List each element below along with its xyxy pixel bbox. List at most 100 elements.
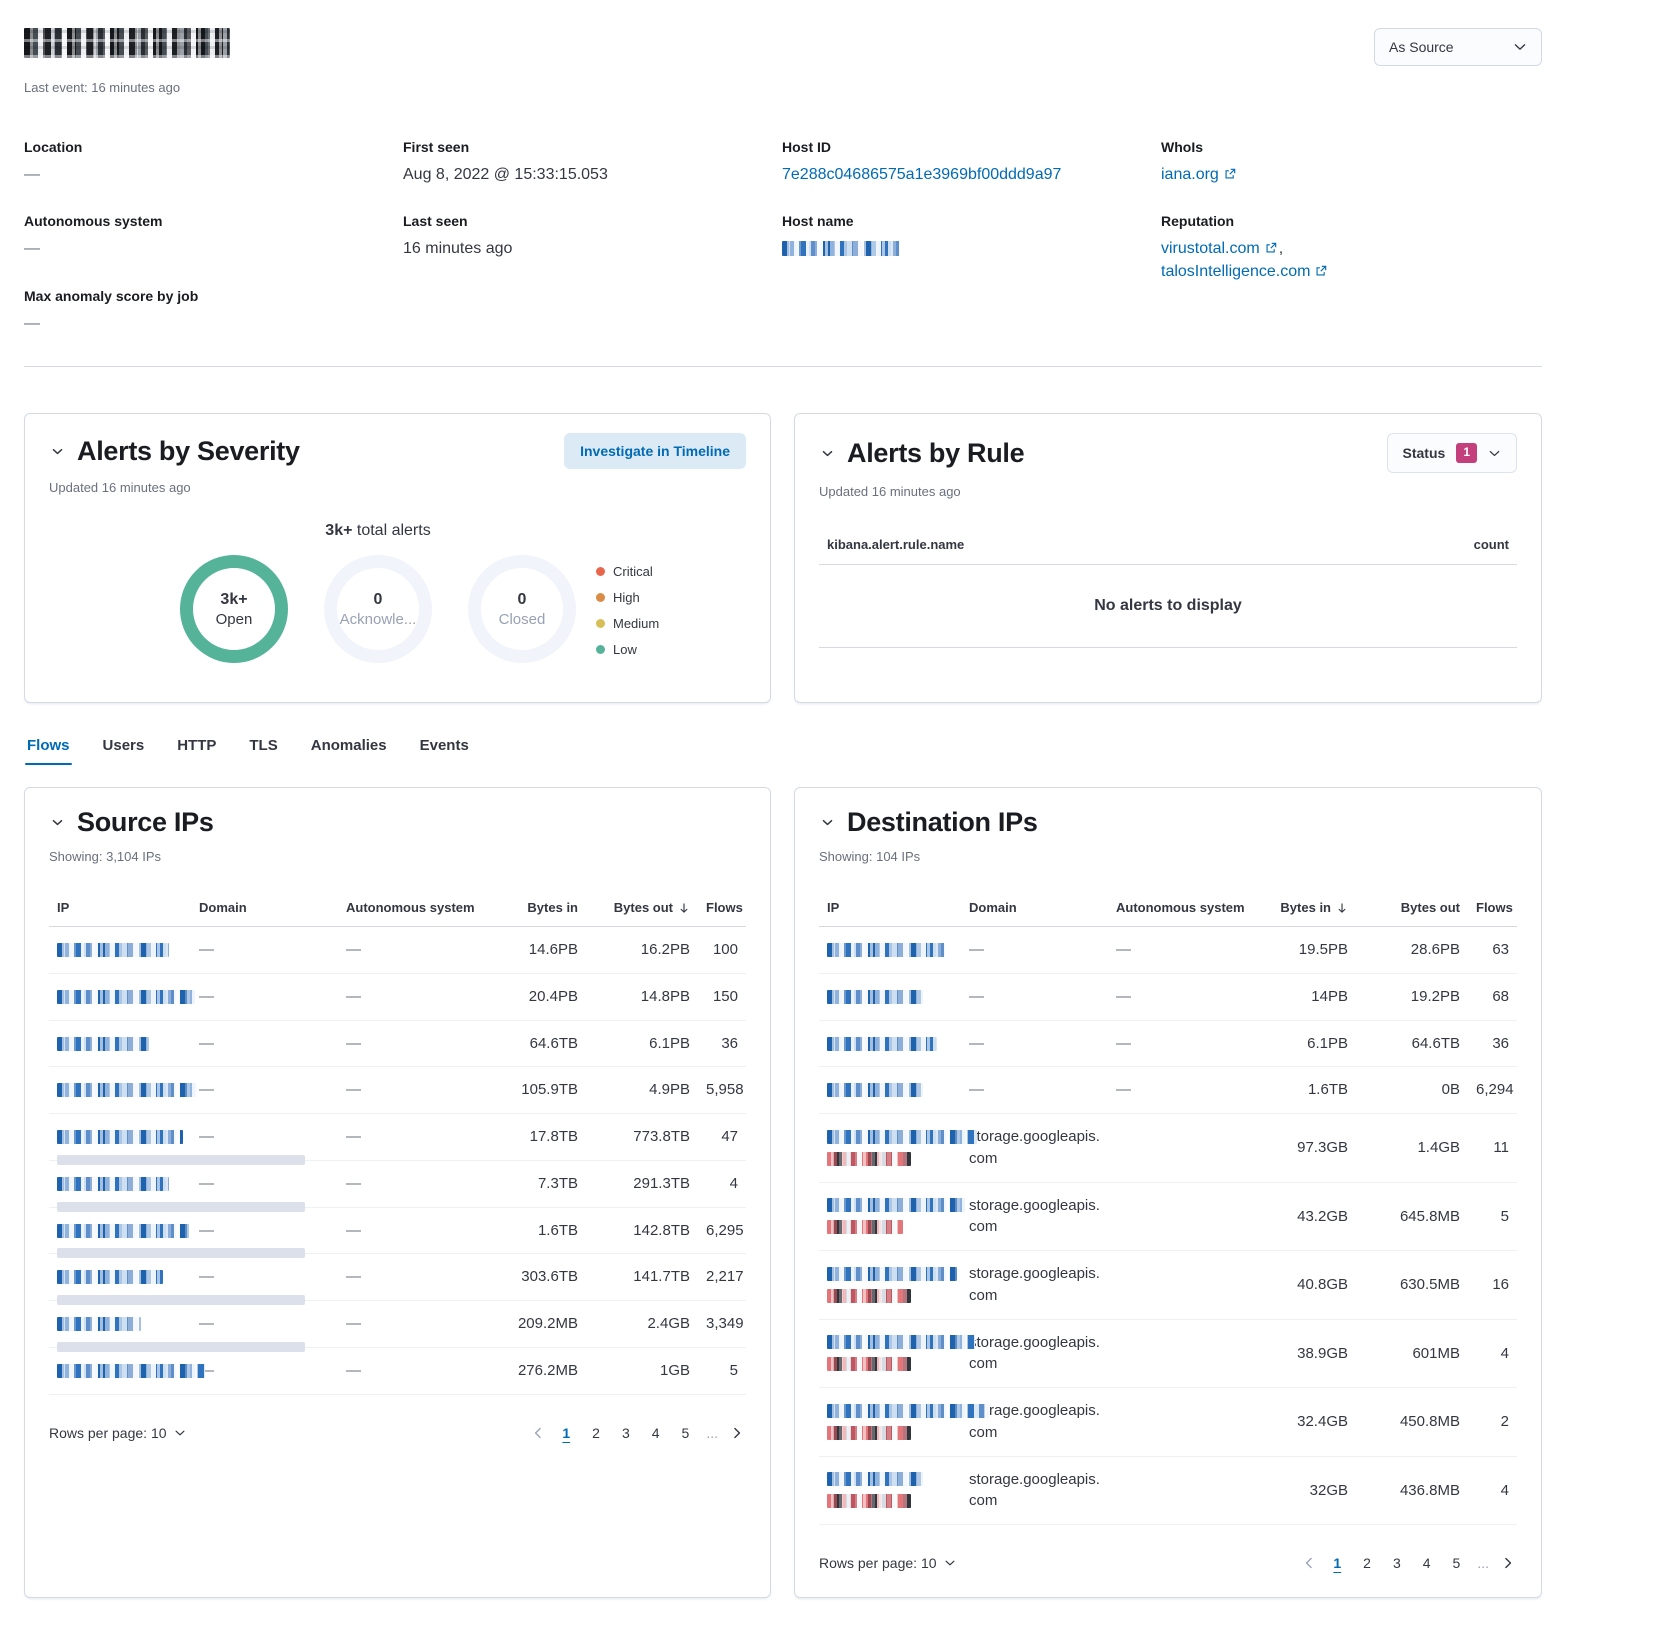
rows-per-page-button[interactable]: Rows per page: 10 — [819, 1555, 956, 1571]
collapse-toggle-icon[interactable] — [819, 814, 836, 831]
autonomous-system-cell — [1108, 1113, 1266, 1183]
host-id-link[interactable]: 7e288c04686575a1e3969bf00ddd9a97 — [782, 166, 1062, 183]
previous-page-button[interactable] — [529, 1424, 547, 1442]
page-button-2[interactable]: 2 — [1356, 1553, 1378, 1573]
column-header-autonomous-system[interactable]: Autonomous system — [338, 892, 496, 928]
chevron-down-icon — [175, 1430, 185, 1436]
rule-name-column-header[interactable]: kibana.alert.rule.name — [827, 537, 965, 553]
flows-cell: 63 — [1468, 926, 1517, 974]
tab-anomalies[interactable]: Anomalies — [309, 735, 389, 765]
table-row: — —1.6TB 0B 6,294 — [819, 1066, 1517, 1115]
autonomous-system-cell: — — [1108, 926, 1266, 974]
bytes-in-cell: 14PB — [1266, 973, 1356, 1021]
page-button-3[interactable]: 3 — [615, 1423, 637, 1443]
direction-select[interactable]: As Source — [1374, 28, 1542, 66]
page-button-4[interactable]: 4 — [1416, 1553, 1438, 1573]
table-row: — —17.8TB 773.8TB 47 — [49, 1113, 746, 1165]
column-header-ip[interactable]: IP — [819, 892, 961, 928]
tab-tls[interactable]: TLS — [247, 735, 279, 765]
reputation-link-virustotal[interactable]: virustotal.com — [1161, 240, 1277, 257]
autonomous-system-cell: — — [338, 926, 496, 974]
page-button-3[interactable]: 3 — [1386, 1553, 1408, 1573]
domain-cell: storage.googleapis.com — [961, 1319, 1108, 1389]
previous-page-button[interactable] — [1300, 1554, 1318, 1572]
rows-per-page-button[interactable]: Rows per page: 10 — [49, 1425, 186, 1441]
last-seen-value: 16 minutes ago — [403, 240, 513, 258]
whois-link[interactable]: iana.org — [1161, 166, 1236, 183]
page-button-2[interactable]: 2 — [585, 1423, 607, 1443]
external-link-icon — [1225, 168, 1236, 179]
section-divider — [24, 366, 1542, 368]
domain-cell: storage.googleapis.com — [961, 1113, 1108, 1183]
page-button-4[interactable]: 4 — [645, 1423, 667, 1443]
flows-cell: 5 — [698, 1347, 746, 1395]
redacted-ip-value[interactable] — [57, 989, 195, 1004]
redacted-ip-value[interactable] — [827, 1403, 989, 1418]
page-button-5[interactable]: 5 — [1446, 1553, 1468, 1573]
redacted-secondary-value — [827, 1220, 903, 1235]
redacted-ip-value[interactable] — [827, 943, 945, 958]
page-button-5[interactable]: 5 — [675, 1423, 697, 1443]
pagination: 1 2 3 4 5 ... — [529, 1423, 746, 1443]
redacted-ip-value[interactable] — [57, 1317, 141, 1332]
investigate-in-timeline-button[interactable]: Investigate in Timeline — [564, 433, 746, 470]
redacted-ip-value[interactable] — [827, 1335, 975, 1350]
tab-users[interactable]: Users — [101, 735, 147, 765]
table-row: — —105.9TB 4.9PB 5,958 — [49, 1066, 746, 1115]
severity-donut-charts: 3k+ Open 0 Acknowle... 0 Closed — [180, 555, 746, 664]
open-alerts-donut: 3k+ Open — [180, 555, 288, 664]
page-button-1[interactable]: 1 — [1326, 1553, 1348, 1573]
redacted-ip-value[interactable] — [827, 1036, 937, 1051]
bytes-in-cell: 32.4GB — [1266, 1387, 1356, 1457]
status-filter-button[interactable]: Status 1 — [1386, 433, 1517, 474]
next-page-button[interactable] — [728, 1424, 746, 1442]
column-header-bytes-out[interactable]: Bytes out — [586, 892, 698, 928]
redacted-ip-value[interactable] — [57, 1270, 163, 1285]
column-header-bytes-in[interactable]: Bytes in — [1266, 892, 1356, 928]
pagination-ellipsis: ... — [706, 1424, 718, 1441]
redacted-ip-value[interactable] — [57, 1036, 149, 1051]
table-row: — —1.6TB 142.8TB 6,295 — [49, 1207, 746, 1259]
redacted-ip-value[interactable] — [827, 989, 923, 1004]
redacted-host-name[interactable] — [782, 241, 900, 257]
showing-count-text: Showing: 104 IPs — [819, 849, 921, 865]
count-column-header[interactable]: count — [1473, 537, 1509, 553]
autonomous-system-cell: — — [338, 1347, 496, 1395]
column-header-flows[interactable]: Flows — [1468, 892, 1517, 928]
domain-cell: — — [191, 926, 338, 974]
next-page-button[interactable] — [1499, 1554, 1517, 1572]
column-header-autonomous-system[interactable]: Autonomous system — [1108, 892, 1266, 928]
column-header-domain[interactable]: Domain — [961, 892, 1108, 928]
redacted-ip-value[interactable] — [57, 1130, 183, 1145]
redacted-overlay-bar — [57, 1295, 305, 1306]
column-header-flows[interactable]: Flows — [698, 892, 746, 928]
column-header-ip[interactable]: IP — [49, 892, 191, 928]
redacted-secondary-value — [827, 1151, 911, 1166]
redacted-ip-value[interactable] — [827, 1266, 957, 1281]
status-filter-count-badge: 1 — [1456, 443, 1477, 463]
redacted-ip-value[interactable] — [57, 1176, 169, 1191]
redacted-ip-value[interactable] — [827, 1083, 923, 1098]
collapse-toggle-icon[interactable] — [49, 814, 66, 831]
tab-flows[interactable]: Flows — [25, 735, 72, 766]
redacted-ip-value[interactable] — [827, 1129, 977, 1144]
redacted-ip-value[interactable] — [57, 943, 169, 958]
tab-http[interactable]: HTTP — [175, 735, 218, 765]
reputation-link-talos[interactable]: talosIntelligence.com — [1161, 263, 1327, 280]
column-header-domain[interactable]: Domain — [191, 892, 338, 928]
autonomous-system-cell: — — [338, 1253, 496, 1302]
redacted-ip-value[interactable] — [827, 1198, 965, 1213]
collapse-toggle-icon[interactable] — [819, 445, 836, 462]
tab-events[interactable]: Events — [418, 735, 471, 765]
first-seen-label: First seen — [403, 139, 470, 155]
column-header-bytes-out[interactable]: Bytes out — [1356, 892, 1468, 928]
redacted-ip-value[interactable] — [57, 1083, 197, 1098]
bytes-out-cell: 64.6TB — [1356, 1020, 1468, 1068]
page-button-1[interactable]: 1 — [555, 1423, 577, 1443]
redacted-ip-value[interactable] — [827, 1472, 923, 1487]
redacted-ip-value[interactable] — [57, 1363, 205, 1378]
sort-descending-icon — [680, 903, 688, 913]
redacted-ip-value[interactable] — [57, 1223, 189, 1238]
collapse-toggle-icon[interactable] — [49, 443, 66, 460]
column-header-bytes-in[interactable]: Bytes in — [496, 892, 586, 928]
